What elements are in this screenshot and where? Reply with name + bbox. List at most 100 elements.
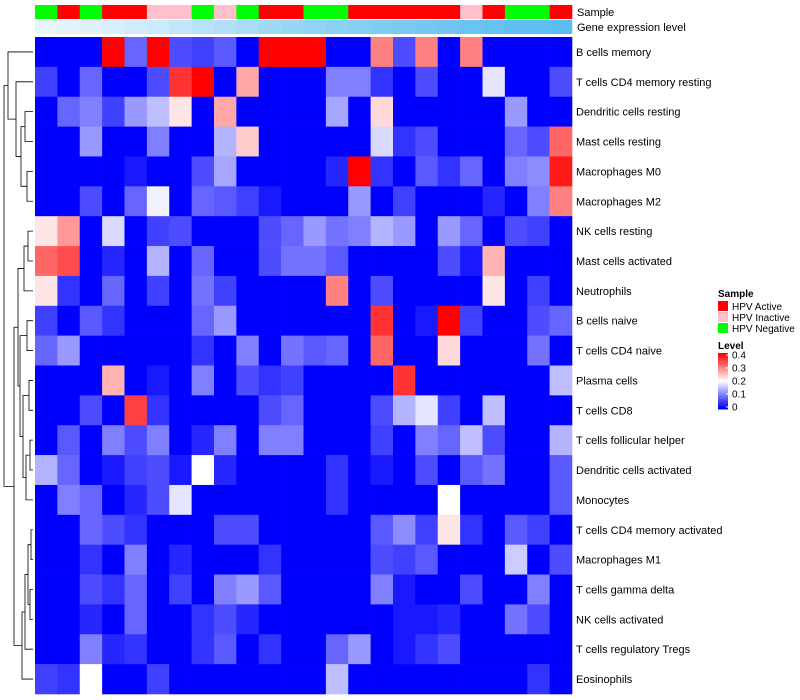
sample-annotation-cell <box>325 5 349 19</box>
heatmap-cell <box>35 484 58 516</box>
heatmap-cell <box>214 514 237 545</box>
heatmap-cell <box>214 305 237 336</box>
heatmap-cell <box>325 335 349 366</box>
dendrogram-branch <box>27 230 33 262</box>
heatmap-cell <box>482 484 506 516</box>
heatmap-cell <box>303 514 327 545</box>
sample-annotation-cell <box>393 5 416 19</box>
heatmap-cell <box>258 305 282 336</box>
heatmap-cell <box>460 96 483 127</box>
sample-annotation-cell <box>482 5 506 19</box>
heatmap-cell <box>79 156 103 187</box>
heatmap-cell <box>393 246 416 277</box>
heatmap-cell <box>504 156 528 187</box>
heatmap-cell <box>460 664 483 695</box>
heatmap-cell <box>169 455 192 486</box>
heatmap-cell <box>393 216 416 247</box>
heatmap-cell <box>169 126 192 157</box>
heatmap-cell <box>325 246 349 277</box>
heatmap-cell <box>482 216 506 247</box>
heatmap-cell <box>437 604 461 635</box>
heatmap-cell <box>504 574 528 605</box>
row-label: T cells CD4 memory activated <box>576 525 723 537</box>
heatmap-cell <box>79 365 103 396</box>
level-colorbar-segment <box>718 385 728 388</box>
heatmap-cell <box>124 664 148 695</box>
level-colorbar-segment <box>718 388 728 390</box>
dendrogram-branch <box>20 126 27 187</box>
dendrogram-branch <box>21 611 33 680</box>
heatmap-cell <box>348 365 371 396</box>
level-colorbar-segment <box>718 371 728 374</box>
heatmap-cell <box>325 514 349 545</box>
heatmap-cell <box>146 574 170 605</box>
sample-annotation-cell <box>146 5 170 19</box>
heatmap-cell <box>191 365 215 396</box>
sample-annotation-label: Sample <box>577 7 614 19</box>
heatmap-cell <box>549 365 573 396</box>
heatmap-cell <box>281 37 304 68</box>
row-label: B cells memory <box>576 47 652 59</box>
heatmap-cell <box>348 544 371 575</box>
heatmap-cell <box>370 156 394 187</box>
heatmap-cell <box>415 664 439 695</box>
heatmap-cell <box>549 664 573 695</box>
heatmap-cell <box>504 365 528 396</box>
heatmap-cell <box>460 126 483 157</box>
heatmap-cell <box>325 365 349 396</box>
heatmap-cell <box>124 305 148 336</box>
heatmap-cell <box>415 246 439 277</box>
heatmap-cell <box>169 425 192 456</box>
heatmap-cell <box>482 275 506 307</box>
heatmap-cell <box>102 514 125 545</box>
heatmap-cell <box>549 216 573 247</box>
sample-annotation-cell <box>504 5 528 19</box>
heatmap-cell <box>303 664 327 695</box>
row-label: Dendritic cells resting <box>576 107 681 119</box>
heatmap-cell <box>504 216 528 247</box>
heatmap-cell <box>236 395 260 426</box>
heatmap-cell <box>236 664 260 695</box>
heatmap-cell <box>370 335 394 366</box>
heatmap-cell <box>460 395 483 426</box>
heatmap-cell <box>35 37 58 68</box>
heatmap-cell <box>460 425 483 456</box>
heatmap-cell <box>57 634 81 665</box>
heatmap-cell <box>393 66 416 98</box>
gene-expression-annotation-cell <box>527 20 550 34</box>
heatmap-cell <box>348 66 371 98</box>
heatmap-cell <box>102 305 125 336</box>
heatmap-cell <box>348 514 371 545</box>
heatmap-cell <box>79 246 103 277</box>
heatmap-cell <box>281 634 304 665</box>
level-colorbar-segment <box>718 379 728 382</box>
heatmap-cell <box>258 484 282 516</box>
heatmap-cell <box>146 664 170 695</box>
heatmap-cell <box>124 216 148 247</box>
heatmap-cell <box>258 455 282 486</box>
heatmap-cell <box>303 96 327 127</box>
level-colorbar-segment <box>718 357 728 360</box>
heatmap-cell <box>124 484 148 516</box>
heatmap-cell <box>102 664 125 695</box>
heatmap-cell <box>549 275 573 307</box>
gene-expression-annotation-cell <box>124 20 148 34</box>
heatmap-cell <box>504 604 528 635</box>
heatmap-cell <box>146 37 170 68</box>
row-label: NK cells resting <box>576 226 652 238</box>
heatmap-cell <box>236 305 260 336</box>
heatmap-cell <box>415 156 439 187</box>
heatmap-cell <box>169 156 192 187</box>
heatmap-cell <box>146 634 170 665</box>
heatmap-cell <box>549 455 573 486</box>
heatmap-cell <box>437 425 461 456</box>
heatmap-cell <box>460 66 483 98</box>
heatmap-cell <box>370 484 394 516</box>
sample-annotation-cell <box>281 5 304 19</box>
heatmap-cell <box>146 186 170 217</box>
row-label: T cells CD4 memory resting <box>576 77 712 89</box>
heatmap-cell <box>460 37 483 68</box>
heatmap-cell <box>146 126 170 157</box>
heatmap-cell <box>393 335 416 366</box>
heatmap-cell <box>415 305 439 336</box>
